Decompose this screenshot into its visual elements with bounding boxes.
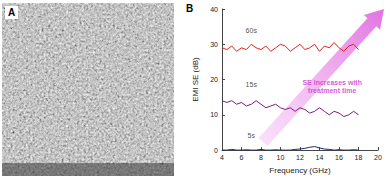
svg-text:15s: 15s <box>246 81 258 88</box>
svg-text:40: 40 <box>210 6 218 13</box>
svg-text:18: 18 <box>355 154 363 161</box>
svg-text:4: 4 <box>220 154 224 161</box>
svg-text:10: 10 <box>277 154 285 161</box>
svg-text:20: 20 <box>374 154 382 161</box>
svg-text:14: 14 <box>316 154 324 161</box>
svg-text:EMI SE (dB): EMI SE (dB) <box>191 57 200 102</box>
svg-text:16: 16 <box>335 154 343 161</box>
svg-text:12: 12 <box>296 154 304 161</box>
svg-text:10: 10 <box>210 111 218 118</box>
svg-text:Frequency (GHz): Frequency (GHz) <box>269 166 331 175</box>
svg-text:5s: 5s <box>248 132 256 139</box>
svg-text:treatment time: treatment time <box>308 87 356 94</box>
svg-text:8: 8 <box>259 154 263 161</box>
svg-text:20: 20 <box>210 76 218 83</box>
svg-text:30: 30 <box>210 41 218 48</box>
svg-text:SE increases with: SE increases with <box>302 79 362 86</box>
svg-text:60s: 60s <box>246 27 258 34</box>
svg-text:0: 0 <box>214 147 218 154</box>
html-text:A: A <box>8 7 16 18</box>
svg-text:6: 6 <box>240 154 244 161</box>
svg-text:B: B <box>186 3 193 14</box>
